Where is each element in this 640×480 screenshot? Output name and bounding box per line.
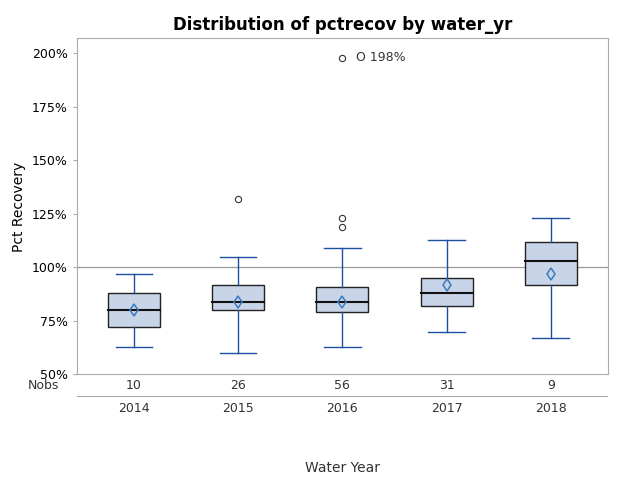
Text: 2017: 2017 bbox=[431, 402, 463, 416]
Text: 2014: 2014 bbox=[118, 402, 150, 416]
Text: 56: 56 bbox=[335, 379, 350, 392]
Y-axis label: Pct Recovery: Pct Recovery bbox=[12, 161, 26, 252]
Text: 2015: 2015 bbox=[222, 402, 254, 416]
Text: O 198%: O 198% bbox=[356, 51, 406, 64]
Bar bbox=[420, 278, 472, 306]
Bar bbox=[525, 242, 577, 285]
Title: Distribution of pctrecov by water_yr: Distribution of pctrecov by water_yr bbox=[173, 16, 512, 34]
Text: 2018: 2018 bbox=[535, 402, 566, 416]
Bar bbox=[316, 287, 369, 312]
Text: 26: 26 bbox=[230, 379, 246, 392]
Bar bbox=[108, 293, 160, 327]
Text: 31: 31 bbox=[438, 379, 454, 392]
Text: 2016: 2016 bbox=[326, 402, 358, 416]
Text: 9: 9 bbox=[547, 379, 555, 392]
Text: Nobs: Nobs bbox=[28, 379, 59, 392]
Text: Water Year: Water Year bbox=[305, 461, 380, 475]
Text: 10: 10 bbox=[126, 379, 142, 392]
Bar bbox=[212, 285, 264, 310]
